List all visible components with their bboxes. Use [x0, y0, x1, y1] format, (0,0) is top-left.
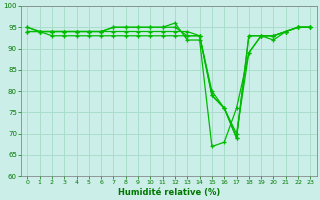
X-axis label: Humidité relative (%): Humidité relative (%) [118, 188, 220, 197]
